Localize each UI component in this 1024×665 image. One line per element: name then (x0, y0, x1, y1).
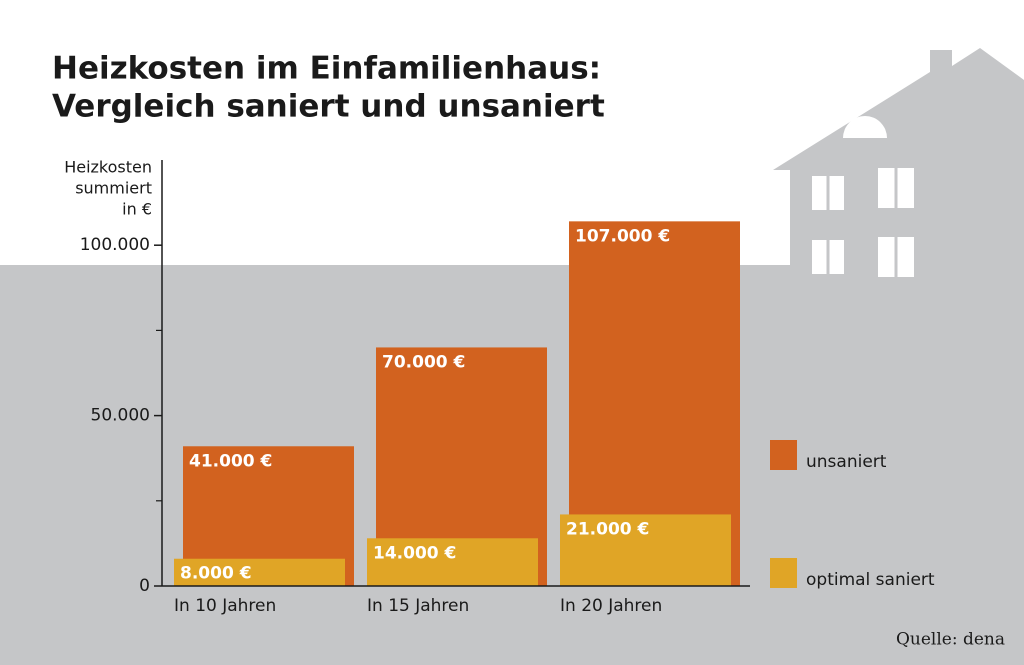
y-tick-label: 0 (139, 576, 150, 596)
y-axis-label: summiert (75, 179, 152, 198)
source: Quelle: dena (896, 630, 1005, 650)
x-tick-label: In 20 Jahren (560, 596, 662, 616)
chart-title: Heizkosten im Einfamilienhaus: (52, 51, 601, 87)
y-axis-label: Heizkosten (64, 158, 152, 177)
bar (174, 558, 345, 586)
value-label: 41.000 € (189, 451, 272, 471)
y-tick-label: 100.000 (80, 235, 150, 255)
bar (367, 538, 538, 586)
value-label: 70.000 € (382, 352, 465, 372)
y-tick-label: 50.000 (91, 406, 150, 426)
bar (560, 514, 731, 586)
chart-title: Vergleich saniert und unsaniert (52, 89, 605, 125)
legend-swatch (770, 440, 797, 470)
value-label: 21.000 € (566, 519, 649, 539)
legend-label: optimal saniert (806, 570, 935, 590)
value-label: 14.000 € (373, 543, 456, 563)
value-label: 8.000 € (180, 564, 252, 584)
legend-swatch (770, 558, 797, 588)
house (773, 48, 1024, 277)
y-axis-label: in € (122, 200, 152, 219)
x-tick-label: In 10 Jahren (174, 596, 276, 616)
x-tick-label: In 15 Jahren (367, 596, 469, 616)
value-label: 107.000 € (575, 226, 670, 246)
legend-label: unsaniert (806, 452, 887, 472)
